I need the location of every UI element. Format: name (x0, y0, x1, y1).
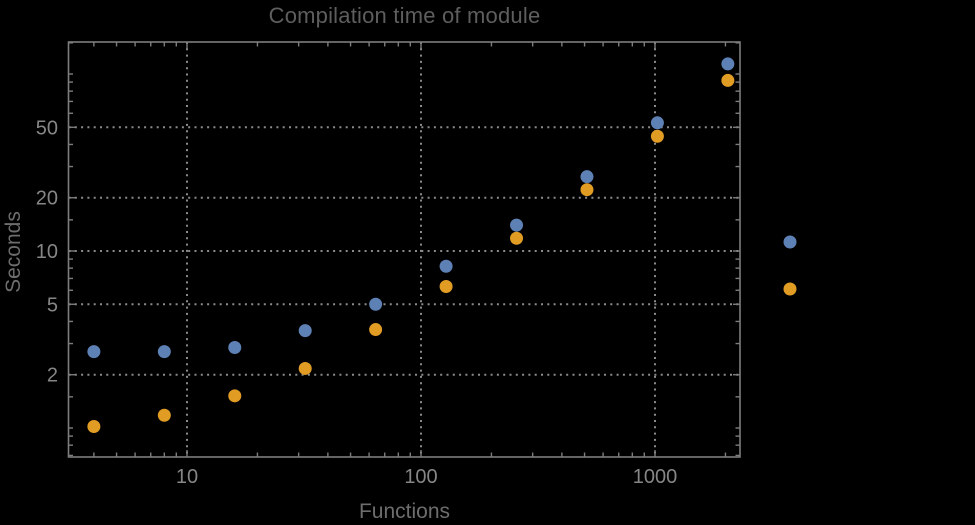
y-tick-label: 5 (47, 294, 58, 316)
data-point-series-2-orange (157, 408, 171, 422)
x-axis-label: Functions (358, 500, 451, 523)
x-tick-label: 10 (176, 466, 198, 488)
data-point-series-1-blue (369, 297, 383, 311)
y-tick-label: 2 (47, 365, 58, 387)
data-point-series-2-orange (87, 419, 101, 433)
data-point-series-1-blue (228, 340, 242, 354)
data-point-series-2-orange (650, 129, 664, 143)
plot-frame (67, 41, 741, 458)
data-point-series-1-blue (650, 116, 664, 130)
y-tick-label: 20 (36, 188, 58, 210)
data-point-series-1-blue (439, 259, 453, 273)
data-point-series-1-blue (721, 57, 735, 71)
data-point-series-2-orange (721, 73, 735, 87)
legend-marker-series-1-blue (783, 235, 797, 249)
data-point-series-1-blue (87, 345, 101, 359)
chart-title: Compilation time of module (268, 3, 541, 28)
data-point-series-2-orange (510, 231, 524, 245)
data-point-series-2-orange (369, 323, 383, 337)
data-point-series-1-blue (298, 324, 312, 338)
data-point-series-1-blue (510, 218, 524, 232)
data-point-series-2-orange (228, 389, 242, 403)
y-axis-label: Seconds (2, 211, 25, 293)
data-point-series-2-orange (298, 361, 312, 375)
data-point-series-2-orange (439, 280, 453, 294)
data-point-series-1-blue (157, 345, 171, 359)
data-point-series-2-orange (580, 183, 594, 197)
data-point-series-1-blue (580, 170, 594, 184)
legend-marker-series-2-orange (783, 282, 797, 296)
y-tick-label: 10 (36, 241, 58, 263)
x-tick-label: 100 (404, 466, 437, 488)
y-tick-label: 50 (36, 117, 58, 139)
x-tick-label: 1000 (633, 466, 678, 488)
